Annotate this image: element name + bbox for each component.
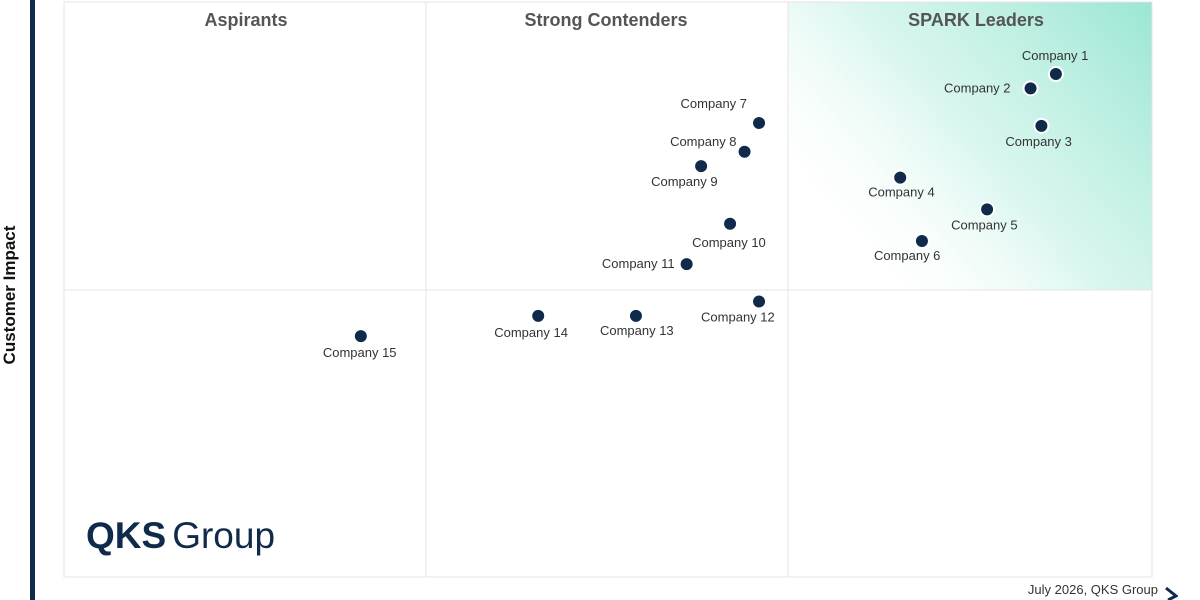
data-point-3[interactable] xyxy=(1033,117,1050,134)
data-point-2[interactable] xyxy=(1022,80,1039,97)
data-point-8[interactable] xyxy=(736,143,753,160)
qks-group-logo: QKS Group xyxy=(86,517,275,554)
data-point-4[interactable] xyxy=(892,169,909,186)
data-point-label-1: Company 1 xyxy=(1022,48,1088,63)
data-point-label-12: Company 12 xyxy=(701,310,775,325)
quadrant-title-aspirants: Aspirants xyxy=(204,10,287,30)
y-axis-bar xyxy=(30,0,35,600)
quadrant-title-spark-leaders: SPARK Leaders xyxy=(908,10,1044,30)
logo-bold-text: QKS xyxy=(86,515,167,556)
data-point-label-3: Company 3 xyxy=(1005,134,1071,149)
logo-light-text: Group xyxy=(172,515,276,556)
data-point-label-10: Company 10 xyxy=(692,235,766,250)
data-point-label-5: Company 5 xyxy=(951,217,1017,232)
data-point-14[interactable] xyxy=(530,307,547,324)
data-point-label-8: Company 8 xyxy=(670,134,736,149)
leaders-quadrant-shade xyxy=(788,2,1152,290)
data-point-label-2: Company 2 xyxy=(944,80,1010,95)
data-point-12[interactable] xyxy=(751,293,768,310)
data-point-5[interactable] xyxy=(979,201,996,218)
data-point-label-13: Company 13 xyxy=(600,323,674,338)
data-point-label-11: Company 11 xyxy=(602,256,675,271)
data-point-1[interactable] xyxy=(1047,66,1064,82)
data-point-label-7: Company 7 xyxy=(681,96,747,111)
data-point-label-6: Company 6 xyxy=(874,248,940,263)
data-point-label-14: Company 14 xyxy=(494,325,568,340)
quadrant-title-strong-contenders: Strong Contenders xyxy=(524,10,687,30)
data-point-13[interactable] xyxy=(627,307,644,324)
data-point-7[interactable] xyxy=(751,114,768,131)
data-point-6[interactable] xyxy=(913,233,930,250)
data-point-15[interactable] xyxy=(352,328,369,345)
data-point-label-9: Company 9 xyxy=(651,174,717,189)
data-point-10[interactable] xyxy=(722,215,739,232)
data-point-11[interactable] xyxy=(678,256,695,273)
x-axis-arrow-icon xyxy=(1165,586,1178,600)
footer-date: July 2026, QKS Group xyxy=(1027,582,1158,597)
data-point-label-15: Company 15 xyxy=(323,345,397,360)
data-points-group: Company 1 Company 2 Company 3 Company 4 Comp… xyxy=(323,48,1089,360)
data-point-label-4: Company 4 xyxy=(868,185,934,200)
data-point-9[interactable] xyxy=(693,158,710,175)
